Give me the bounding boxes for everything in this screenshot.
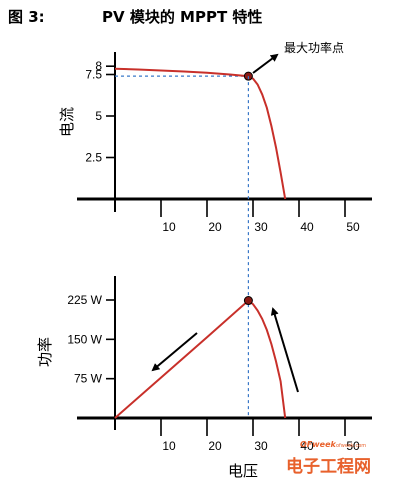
power-fall-arrow-right xyxy=(270,307,299,393)
power-voltage-chart: 75 W 150 W 225 W 10 20 30 40 50 功率 电压 xyxy=(36,276,372,480)
top-y-tick-label: 5 xyxy=(95,109,102,123)
power-curve xyxy=(114,299,287,419)
power-axis-label: 功率 xyxy=(36,337,54,367)
annotation-arrow xyxy=(252,53,279,74)
current-curve xyxy=(114,67,287,200)
top-x-tick-label: 30 xyxy=(254,220,268,234)
watermark-site: ofweek.com xyxy=(336,443,366,449)
top-x-tick-label: 50 xyxy=(346,220,360,234)
top-y-tick-label: 7.5 xyxy=(85,68,102,82)
top-x-tick-label: 40 xyxy=(300,220,314,234)
current-axis-label: 电流 xyxy=(58,107,76,137)
bot-y-tick-label: 225 W xyxy=(67,293,102,307)
top-y-tick-label: 8 xyxy=(95,59,102,73)
bot-x-tick-label: 50 xyxy=(346,439,360,453)
watermark: OFweek ofweek.com 电子工程网 xyxy=(286,440,371,477)
bot-x-tick-label: 20 xyxy=(208,439,222,453)
bot-y-tick-label: 75 W xyxy=(74,372,103,386)
bot-x-tick-label: 10 xyxy=(162,439,176,453)
bot-y-tick-label: 150 W xyxy=(67,332,102,346)
max-power-point-marker-bottom xyxy=(243,296,253,306)
bot-x-tick-label: 30 xyxy=(254,439,268,453)
watermark-brand: OFweek xyxy=(300,440,337,449)
voltage-axis-label: 电压 xyxy=(228,462,258,480)
watermark-name: 电子工程网 xyxy=(286,456,371,477)
top-x-tick-label: 20 xyxy=(208,220,222,234)
figure-label: 图 3: xyxy=(8,8,45,26)
current-voltage-chart: 2.5 5 7.58 10 20 30 40 50 电流 xyxy=(58,52,372,234)
top-y-tick-label: 2.5 xyxy=(85,151,102,165)
bot-x-tick-label: 40 xyxy=(300,439,314,453)
figure-title: PV 模块的 MPPT 特性 xyxy=(102,8,262,26)
top-x-tick-label: 10 xyxy=(162,220,176,234)
power-rise-arrow-left xyxy=(151,332,198,372)
max-power-point-label: 最大功率点 xyxy=(284,40,344,55)
